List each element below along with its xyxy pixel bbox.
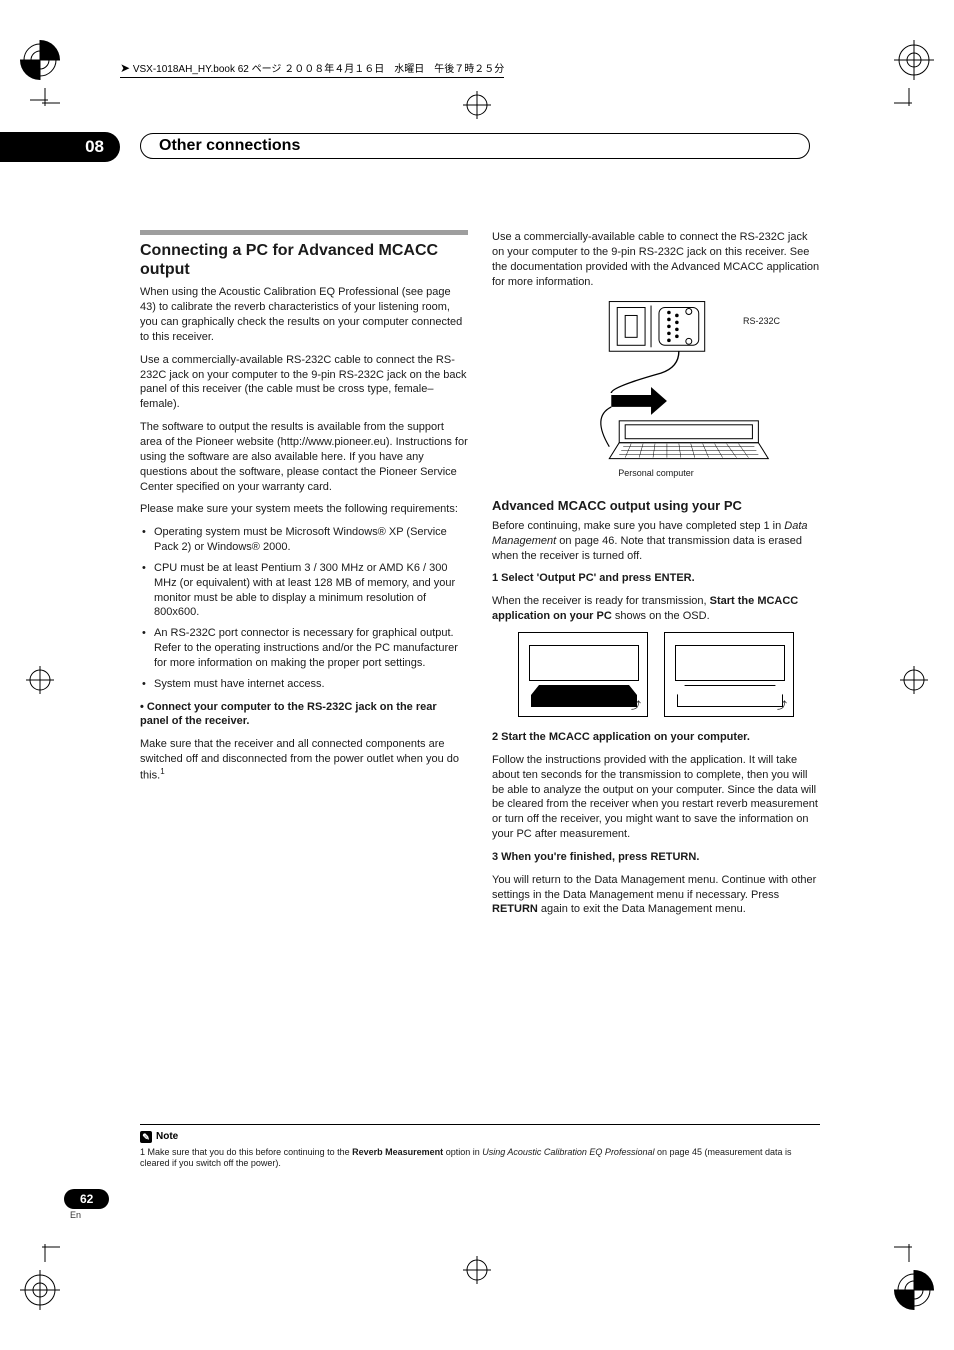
footnote: ✎ Note 1 Make sure that you do this befo… (140, 1124, 820, 1170)
connect-instruction: • Connect your computer to the RS-232C j… (140, 700, 468, 730)
return-icon: ⤴ (777, 700, 787, 714)
note-bold: Reverb Measurement (352, 1147, 443, 1157)
registration-mark-icon (20, 40, 60, 80)
crop-mark-icon (30, 1232, 60, 1262)
list-item: Operating system must be Microsoft Windo… (154, 525, 468, 555)
requirements-list: Operating system must be Microsoft Windo… (140, 525, 468, 691)
body-paragraph: Use a commercially-available RS-232C cab… (140, 353, 468, 412)
osd-panel: ⤴ (664, 632, 794, 717)
body-text: shows on the OSD. (612, 610, 710, 622)
body-text: Before continuing, make sure you have co… (492, 520, 784, 532)
body-paragraph: Before continuing, make sure you have co… (492, 519, 820, 564)
body-text: again to exit the Data Management menu. (538, 903, 746, 915)
registration-mark-icon (894, 40, 934, 80)
body-paragraph: The software to output the results is av… (140, 420, 468, 494)
body-paragraph: Please make sure your system meets the f… (140, 502, 468, 517)
body-columns: Connecting a PC for Advanced MCACC outpu… (140, 230, 820, 925)
page-number: 62 En (64, 1189, 109, 1220)
right-column: Use a commercially-available cable to co… (492, 230, 820, 925)
body-paragraph: Use a commercially-available cable to co… (492, 230, 820, 289)
book-line-text: VSX-1018AH_HY.book 62 ページ ２００８年４月１６日 水曜日… (133, 64, 504, 75)
registration-mark-icon (20, 660, 60, 700)
list-item: CPU must be at least Pentium 3 / 300 MHz… (154, 561, 468, 620)
chapter-badge: 08 (0, 132, 120, 162)
diagram-label: RS-232C (743, 315, 780, 327)
body-bold: RETURN (492, 903, 538, 915)
registration-mark-icon (20, 1270, 60, 1310)
section-rule (140, 230, 468, 235)
book-line: ➤ VSX-1018AH_HY.book 62 ページ ２００８年４月１６日 水… (120, 60, 504, 78)
section-heading: Connecting a PC for Advanced MCACC outpu… (140, 241, 468, 279)
step-heading: 2 Start the MCACC application on your co… (492, 730, 820, 745)
note-italic: Using Acoustic Calibration EQ Profession… (482, 1147, 654, 1157)
subsection-heading: Advanced MCACC output using your PC (492, 497, 820, 515)
note-span: option in (443, 1147, 482, 1157)
chapter-title: Other connections (140, 133, 810, 159)
page-language: En (70, 1210, 109, 1220)
body-paragraph: When the receiver is ready for transmiss… (492, 594, 820, 624)
footnote-rule (140, 1124, 820, 1125)
osd-diagram: ⤴ ⤴ (492, 632, 820, 722)
crop-mark-icon (30, 88, 60, 118)
chapter-number: 08 (85, 137, 104, 157)
list-item: An RS-232C port connector is necessary f… (154, 626, 468, 671)
diagram-label: Personal computer (618, 467, 694, 479)
note-label: ✎ Note (140, 1131, 178, 1143)
note-icon: ✎ (140, 1131, 152, 1143)
crop-mark-icon (894, 1232, 924, 1262)
note-label-text: Note (156, 1131, 178, 1142)
osd-panel: ⤴ (518, 632, 648, 717)
note-span: 1 Make sure that you do this before cont… (140, 1147, 352, 1157)
crop-mark-icon (894, 88, 924, 118)
body-text: Make sure that the receiver and all conn… (140, 738, 459, 781)
registration-mark-icon (894, 660, 934, 700)
registration-mark-icon (457, 85, 497, 125)
step-heading: 3 When you're finished, press RETURN. (492, 850, 820, 865)
chapter-title-text: Other connections (159, 137, 300, 155)
list-item: System must have internet access. (154, 677, 468, 692)
body-text: You will return to the Data Management m… (492, 874, 816, 901)
page: ➤ VSX-1018AH_HY.book 62 ページ ２００８年４月１６日 水… (0, 0, 954, 1350)
arrow-icon: ➤ (120, 61, 130, 75)
registration-mark-icon (457, 1250, 497, 1290)
note-text: 1 Make sure that you do this before cont… (140, 1147, 820, 1170)
registration-mark-icon (894, 1270, 934, 1310)
footnote-ref: 1 (160, 767, 164, 776)
body-paragraph: You will return to the Data Management m… (492, 873, 820, 918)
page-number-badge: 62 (64, 1189, 109, 1209)
return-icon: ⤴ (631, 700, 641, 714)
rs232-diagram: RS-232C Personal computer (492, 297, 820, 487)
body-paragraph: Follow the instructions provided with th… (492, 753, 820, 842)
body-text: When the receiver is ready for transmiss… (492, 595, 710, 607)
body-paragraph: When using the Acoustic Calibration EQ P… (140, 285, 468, 344)
body-paragraph: Make sure that the receiver and all conn… (140, 737, 468, 783)
step-heading: 1 Select 'Output PC' and press ENTER. (492, 571, 820, 586)
left-column: Connecting a PC for Advanced MCACC outpu… (140, 230, 468, 925)
